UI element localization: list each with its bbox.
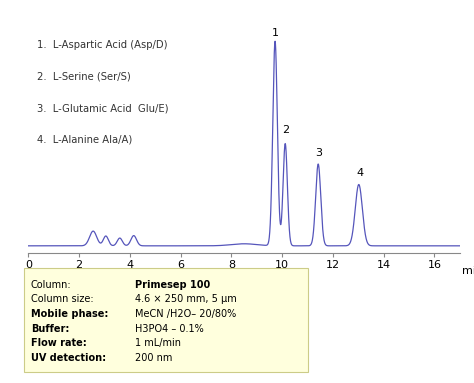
- Text: 1: 1: [272, 28, 279, 38]
- Text: 3: 3: [316, 148, 322, 158]
- Text: 2: 2: [283, 125, 290, 135]
- Text: 4: 4: [356, 168, 363, 178]
- Text: Primesep 100: Primesep 100: [135, 280, 210, 290]
- Text: 1.  L-Aspartic Acid (Asp/D): 1. L-Aspartic Acid (Asp/D): [37, 41, 168, 51]
- Text: H3PO4 – 0.1%: H3PO4 – 0.1%: [135, 324, 204, 334]
- Text: 200 nm: 200 nm: [135, 353, 173, 363]
- Text: 4.6 × 250 mm, 5 μm: 4.6 × 250 mm, 5 μm: [135, 294, 237, 304]
- Text: 3.  L-Glutamic Acid  Glu/E): 3. L-Glutamic Acid Glu/E): [37, 103, 169, 113]
- Text: UV detection:: UV detection:: [31, 353, 106, 363]
- Text: MeCN /H2O– 20/80%: MeCN /H2O– 20/80%: [135, 309, 237, 319]
- Text: 2.  L-Serine (Ser/S): 2. L-Serine (Ser/S): [37, 72, 131, 82]
- Text: min: min: [462, 266, 474, 276]
- Text: Mobile phase:: Mobile phase:: [31, 309, 108, 319]
- Text: 1 mL/min: 1 mL/min: [135, 338, 181, 348]
- Text: 4.  L-Alanine Ala/A): 4. L-Alanine Ala/A): [37, 134, 132, 144]
- Text: Column size:: Column size:: [31, 294, 93, 304]
- Text: Column:: Column:: [31, 280, 72, 290]
- Text: Buffer:: Buffer:: [31, 324, 69, 334]
- Text: Flow rate:: Flow rate:: [31, 338, 87, 348]
